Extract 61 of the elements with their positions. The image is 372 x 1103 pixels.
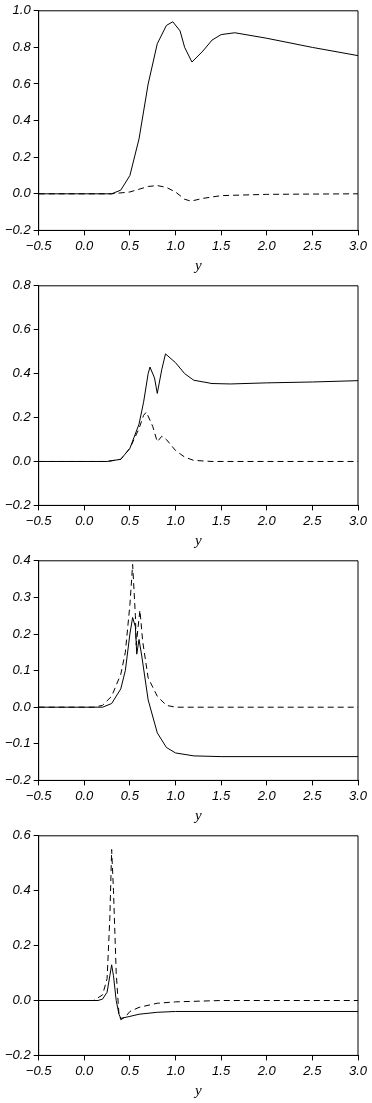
x-tick-label: 2.5 xyxy=(302,787,323,803)
y-tick-label: −0.2 xyxy=(4,1047,32,1063)
x-tick-label: 1.5 xyxy=(212,512,231,528)
x-tick-label: −0.5 xyxy=(25,787,53,803)
y-tick-label: 0.2 xyxy=(12,409,32,425)
y-tick-label: 1.0 xyxy=(12,2,32,18)
x-tick-label: 1.5 xyxy=(212,787,231,803)
x-tick-label: 1.5 xyxy=(212,1062,231,1078)
x-tick-label: 3.0 xyxy=(348,787,368,803)
x-tick-label: −0.5 xyxy=(25,1062,53,1078)
x-tick-label: 0.0 xyxy=(75,787,95,803)
x-tick-label: 1.0 xyxy=(166,1062,186,1078)
x-tick-label: 1.0 xyxy=(166,787,186,803)
y-tick-label: 0.2 xyxy=(12,625,32,641)
y-tick-label: 0.1 xyxy=(12,662,31,678)
x-tick-label: 0.0 xyxy=(75,512,95,528)
x-axis-title: y xyxy=(193,531,202,548)
x-tick-label: 0.5 xyxy=(120,1062,140,1078)
x-tick-label: 3.0 xyxy=(348,1062,368,1078)
x-tick-label: −0.5 xyxy=(25,512,53,528)
x-tick-label: 2.0 xyxy=(256,787,277,803)
x-tick-label: 2.0 xyxy=(256,512,277,528)
y-tick-label: 0.2 xyxy=(12,937,32,953)
y-tick-label: 0.8 xyxy=(12,277,32,293)
x-tick-label: 2.0 xyxy=(256,237,277,253)
y-tick-label: −0.2 xyxy=(4,772,32,788)
y-tick-label: 0.3 xyxy=(12,589,32,605)
x-axis-title: y xyxy=(193,256,202,273)
x-tick-label: 0.0 xyxy=(75,1062,95,1078)
x-tick-label: 0.5 xyxy=(120,237,140,253)
x-axis-title: y xyxy=(193,1081,202,1098)
x-tick-label: 0.5 xyxy=(120,512,140,528)
x-tick-label: 0.5 xyxy=(120,787,140,803)
y-tick-label: 0.6 xyxy=(12,321,32,337)
x-axis-title: y xyxy=(193,806,202,823)
x-tick-label: 2.5 xyxy=(302,237,323,253)
y-tick-label: 0.4 xyxy=(12,365,31,381)
x-tick-label: 0.0 xyxy=(75,237,95,253)
y-tick-label: 0.0 xyxy=(12,698,32,714)
x-tick-label: 3.0 xyxy=(348,237,368,253)
x-tick-label: 2.5 xyxy=(302,512,323,528)
y-tick-label: 0.6 xyxy=(12,75,32,91)
y-tick-label: 0.6 xyxy=(12,827,32,843)
y-tick-label: 0.0 xyxy=(12,453,32,469)
x-tick-label: 2.5 xyxy=(302,1062,323,1078)
y-tick-label: 0.8 xyxy=(12,39,32,55)
y-tick-label: 0.4 xyxy=(12,882,31,898)
x-tick-label: 2.0 xyxy=(256,1062,277,1078)
x-tick-label: −0.5 xyxy=(25,237,53,253)
y-tick-label: 0.4 xyxy=(12,112,31,128)
y-tick-label: −0.2 xyxy=(4,497,32,513)
y-tick-label: 0.0 xyxy=(12,185,32,201)
y-tick-label: 0.4 xyxy=(12,552,31,568)
y-tick-label: 0.0 xyxy=(12,992,32,1008)
y-tick-label: −0.2 xyxy=(4,222,32,238)
y-tick-label: −0.1 xyxy=(4,735,31,751)
y-tick-label: 0.2 xyxy=(12,148,32,164)
x-tick-label: 3.0 xyxy=(348,512,368,528)
x-tick-label: 1.5 xyxy=(212,237,231,253)
x-tick-label: 1.0 xyxy=(166,512,186,528)
x-tick-label: 1.0 xyxy=(166,237,186,253)
